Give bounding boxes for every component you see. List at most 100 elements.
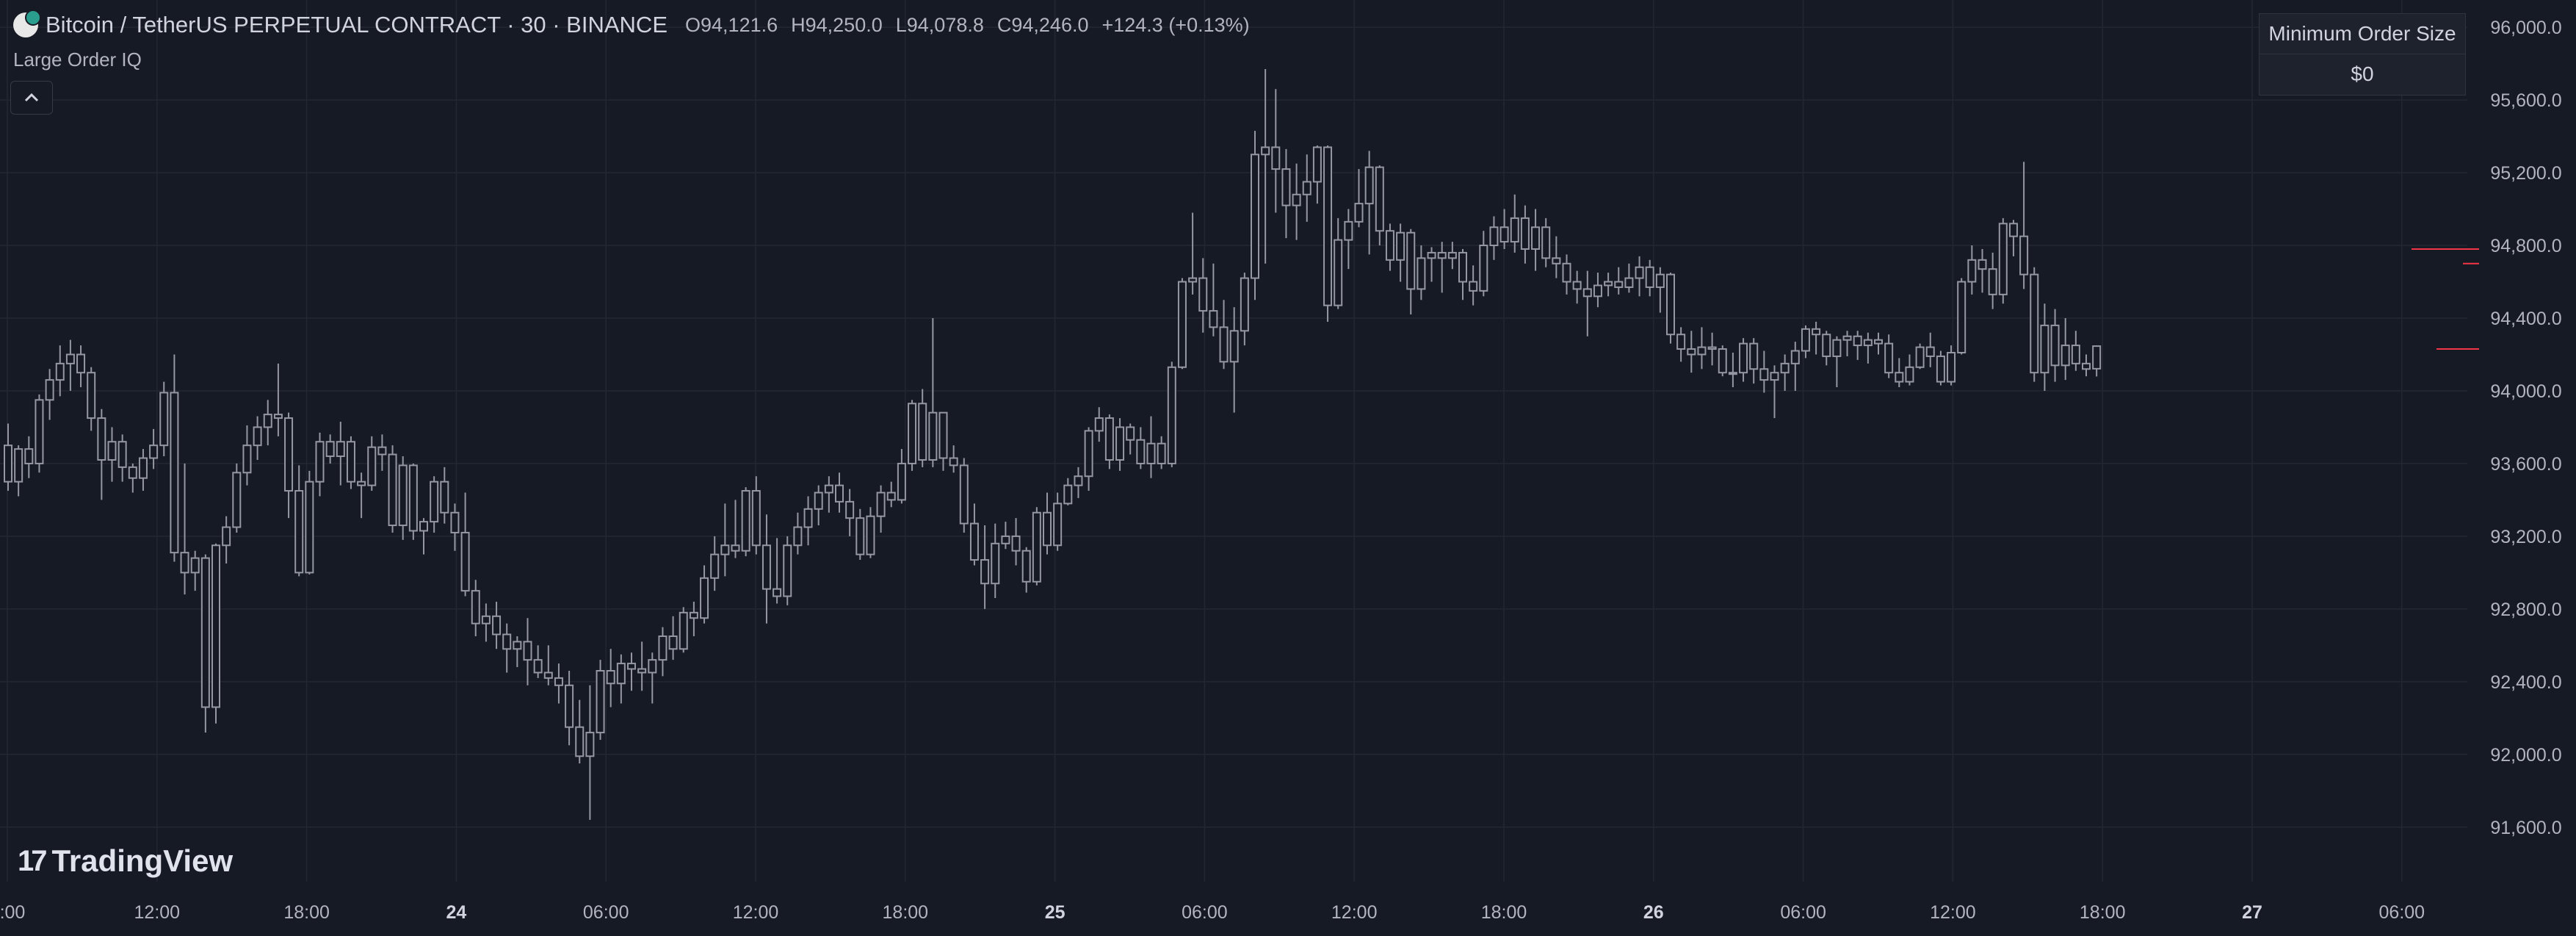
- candle-body: [1936, 355, 1945, 383]
- candle-body: [1209, 310, 1218, 328]
- candle: [720, 503, 730, 577]
- candle: [1157, 436, 1166, 469]
- candle-body: [1021, 550, 1031, 583]
- candle: [1240, 273, 1249, 346]
- indicator-name[interactable]: Large Order IQ: [13, 48, 142, 71]
- open-value: O94,121.6: [685, 13, 778, 36]
- price-tick-label: 95,200.0: [2490, 163, 2561, 184]
- candle: [1988, 252, 1997, 309]
- candle: [1074, 467, 1083, 498]
- candle-body: [14, 448, 23, 483]
- candle: [1604, 273, 1613, 297]
- candle: [1925, 332, 1935, 367]
- symbol-title[interactable]: Bitcoin / TetherUS PERPETUAL CONTRACT · …: [46, 12, 667, 37]
- candle: [1479, 231, 1488, 297]
- candle-body: [897, 462, 906, 501]
- price-tick-label: 92,000.0: [2490, 745, 2561, 766]
- candle: [918, 389, 927, 467]
- candle-body: [741, 490, 750, 552]
- candle-body: [731, 544, 740, 552]
- candle-body: [1635, 266, 1644, 279]
- candle-body: [554, 677, 563, 686]
- candle: [180, 463, 189, 595]
- candle-body: [1572, 281, 1582, 290]
- candle: [1115, 418, 1125, 471]
- candle-body: [1104, 417, 1114, 461]
- candle-body: [1552, 257, 1561, 264]
- minimum-order-size-title: Minimum Order Size: [2260, 14, 2465, 54]
- candle: [1655, 267, 1665, 313]
- candle: [1043, 492, 1052, 555]
- candle: [1469, 265, 1478, 306]
- candle: [263, 400, 272, 446]
- candle: [377, 434, 387, 471]
- candle: [440, 467, 449, 524]
- candle: [1271, 89, 1281, 213]
- candle: [554, 663, 563, 704]
- candle-body: [616, 663, 626, 685]
- candle-body: [1624, 277, 1634, 288]
- candle: [294, 465, 304, 577]
- candle: [876, 485, 886, 533]
- candle: [596, 660, 605, 741]
- candle: [1011, 518, 1021, 566]
- candle: [637, 641, 647, 691]
- candle-body: [481, 615, 491, 624]
- time-tick-label: 24: [446, 902, 466, 923]
- price-tick-label: 94,400.0: [2490, 309, 2561, 329]
- candle-body: [1832, 339, 1842, 357]
- candle: [710, 536, 720, 591]
- candle: [481, 603, 491, 642]
- candle: [1780, 354, 1790, 391]
- candle: [1209, 263, 1218, 336]
- candle-body: [24, 448, 34, 464]
- candle-body: [1469, 281, 1478, 292]
- candle: [1676, 327, 1686, 362]
- candle-body: [835, 484, 844, 503]
- candle-body: [1874, 339, 1883, 345]
- candle-body: [1593, 284, 1602, 298]
- candle: [1198, 258, 1208, 333]
- candle: [575, 699, 585, 764]
- time-tick-label: 12:00: [733, 902, 779, 923]
- candle-body: [45, 379, 54, 401]
- candle-body: [751, 490, 761, 547]
- time-tick-label: 25: [1045, 902, 1066, 923]
- candle: [1001, 522, 1010, 550]
- minimum-order-size-panel: Minimum Order Size $0: [2259, 13, 2466, 96]
- tradingview-logo[interactable]: 17 TradingView: [18, 843, 233, 879]
- candle: [1427, 247, 1436, 282]
- candle: [731, 500, 740, 558]
- candle-body: [107, 441, 117, 461]
- collapse-button[interactable]: [10, 81, 53, 115]
- time-axis: 6:00 12:00 18:00 24 06:00 12:00 18:00 25 06:00 12…: [0, 902, 2425, 923]
- time-tick-label: 06:00: [1182, 902, 1228, 923]
- candle-body: [97, 417, 106, 461]
- candle: [388, 445, 397, 533]
- candle: [14, 445, 23, 497]
- candle-body: [668, 635, 678, 650]
- candle-body: [117, 441, 127, 468]
- candle-body: [294, 490, 304, 574]
- candle: [2092, 345, 2102, 377]
- candle: [2082, 354, 2091, 377]
- candle-body: [263, 414, 272, 428]
- time-tick-label: 18:00: [283, 902, 330, 923]
- candle: [1853, 331, 1862, 360]
- candle: [1541, 217, 1551, 267]
- change-value: +124.3 (+0.13%): [1101, 13, 1250, 36]
- candle: [1749, 338, 1759, 384]
- candle-body: [492, 615, 502, 636]
- candle: [2071, 331, 2080, 371]
- time-tick-label: 18:00: [2080, 902, 2126, 923]
- candle: [523, 618, 532, 685]
- candle: [273, 363, 283, 436]
- candle-body: [1157, 442, 1166, 464]
- candle-body: [450, 511, 460, 533]
- high-label: H: [791, 13, 806, 36]
- candle: [1531, 209, 1541, 271]
- candle-body: [1334, 239, 1343, 306]
- candle: [367, 436, 377, 492]
